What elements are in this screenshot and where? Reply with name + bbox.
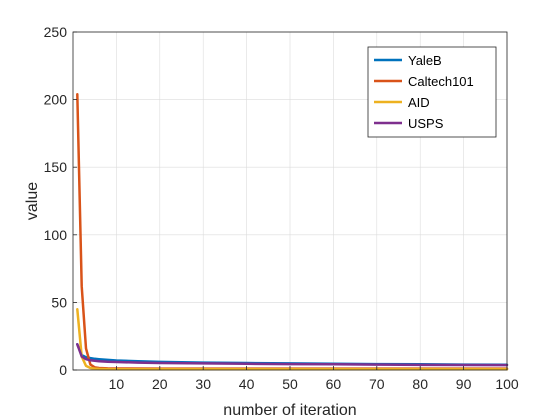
x-tick-label: 10 bbox=[109, 376, 125, 392]
legend-label: YaleB bbox=[408, 53, 442, 68]
y-tick-label: 250 bbox=[44, 24, 68, 40]
x-tick-label: 40 bbox=[239, 376, 255, 392]
x-tick-label: 30 bbox=[195, 376, 211, 392]
y-tick-label: 0 bbox=[59, 362, 67, 378]
series-line-usps bbox=[76, 343, 509, 367]
legend-label: AID bbox=[408, 95, 430, 110]
legend-label: Caltech101 bbox=[408, 74, 474, 89]
legend: YaleB Caltech101 AID USPS bbox=[367, 46, 497, 138]
legend-label: USPS bbox=[408, 116, 444, 131]
y-tick-label: 150 bbox=[44, 159, 68, 175]
x-tick-label: 70 bbox=[369, 376, 385, 392]
y-axis-label: value bbox=[24, 182, 41, 220]
x-tick-label: 90 bbox=[456, 376, 472, 392]
x-tick-label: 50 bbox=[282, 376, 298, 392]
y-tick-label: 200 bbox=[44, 92, 68, 108]
x-tick-label: 80 bbox=[412, 376, 428, 392]
x-tick-label: 60 bbox=[326, 376, 342, 392]
x-tick-label: 20 bbox=[152, 376, 168, 392]
x-tick-label: 100 bbox=[495, 376, 519, 392]
y-tick-label: 50 bbox=[51, 294, 67, 310]
axis-ticks: 10 20 30 40 50 60 70 80 90 100 0 50 100 150 200 250 bbox=[44, 24, 519, 392]
x-axis-label: number of iteration bbox=[223, 402, 356, 419]
y-tick-label: 100 bbox=[44, 227, 68, 243]
